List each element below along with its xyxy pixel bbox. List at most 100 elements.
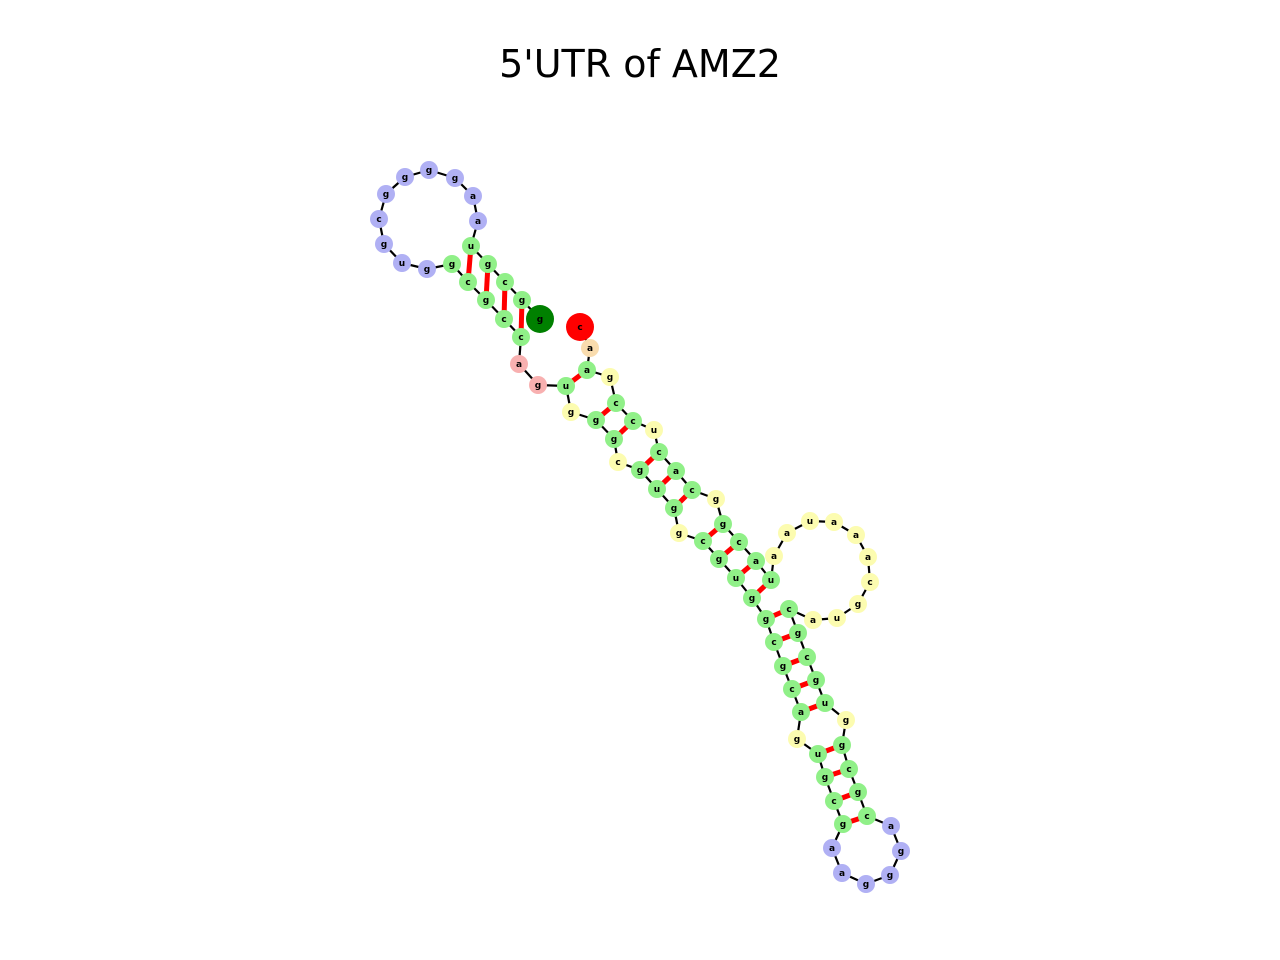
nucleotide-label: c: [577, 323, 582, 333]
nucleotide-stem: [727, 569, 745, 587]
nucleotide-label: g: [720, 520, 726, 530]
nucleotide-stem: [667, 462, 685, 480]
nucleotide-label: a: [839, 869, 845, 879]
nucleotide-stem: [605, 430, 623, 448]
nucleotide-stem: [479, 255, 497, 273]
nucleotide-label: g: [898, 847, 904, 857]
nucleotide-label: g: [763, 615, 769, 625]
nucleotide-stem: [765, 633, 783, 651]
nucleotide-label: a: [831, 518, 837, 528]
nucleotide-label: c: [689, 486, 694, 496]
nucleotide-label: a: [771, 552, 777, 562]
nucleotide-internal-or-multi-loop: [859, 548, 877, 566]
nucleotide-hairpin-loop: [464, 187, 482, 205]
nucleotide-label: c: [501, 315, 506, 325]
nucleotide-label: g: [383, 190, 389, 200]
nucleotide-internal-or-multi-loop: [765, 547, 783, 565]
nucleotide-label: c: [771, 638, 776, 648]
nucleotide-label: g: [452, 174, 458, 184]
nucleotide-label: g: [855, 600, 861, 610]
nucleotide-internal-or-multi-loop: [670, 524, 688, 542]
nucleotide-hairpin-loop: [375, 235, 393, 253]
nucleotide-label: c: [864, 812, 869, 822]
nucleotide-label: g: [611, 435, 617, 445]
nucleotide-stem: [624, 412, 642, 430]
nucleotide-label: g: [855, 788, 861, 798]
nucleotide-stem: [747, 552, 765, 570]
nucleotide-stem: [683, 481, 701, 499]
nucleotide-internal-or-multi-loop: [801, 512, 819, 530]
nucleotide-stem: [513, 291, 531, 309]
nucleotide-stem: [648, 480, 666, 498]
nucleotide-label: c: [518, 333, 523, 343]
nucleotide-stem: [477, 291, 495, 309]
nucleotide-label: g: [863, 880, 869, 890]
nucleotide-unpaired-5prime: [529, 376, 547, 394]
nucleotide-hairpin-loop: [370, 210, 388, 228]
nucleotide-stem: [557, 377, 575, 395]
nucleotide-stem: [694, 532, 712, 550]
nucleotide-label: u: [834, 614, 840, 624]
nucleotide-label: c: [502, 278, 507, 288]
page-title: 5'UTR of AMZ2: [499, 42, 781, 86]
nucleotide-label: c: [736, 538, 741, 548]
nucleotide-stem: [792, 703, 810, 721]
nucleotide-stem: [607, 394, 625, 412]
nucleotide-label: u: [468, 242, 474, 252]
nucleotide-internal-or-multi-loop: [609, 453, 627, 471]
nucleotide-label: g: [887, 871, 893, 881]
nucleotide-label: a: [470, 192, 476, 202]
nucleotide-label: g: [840, 820, 846, 830]
nucleotide-stem: [809, 745, 827, 763]
nucleotide-hairpin-loop: [823, 839, 841, 857]
nucleotide-label: g: [537, 315, 543, 325]
nucleotide-internal-or-multi-loop: [861, 573, 879, 591]
nucleotide-label: c: [786, 605, 791, 615]
nucleotide-label: u: [822, 699, 828, 709]
nucleotide-hairpin-loop: [446, 169, 464, 187]
nucleotide-hairpin-loop: [469, 212, 487, 230]
nucleotide-label: u: [815, 750, 821, 760]
nucleotide-label: g: [637, 466, 643, 476]
nucleotide-label: c: [613, 399, 618, 409]
nucleotide-stem: [496, 273, 514, 291]
nucleotide-label: u: [399, 259, 405, 269]
nucleotide-internal-or-multi-loop: [849, 595, 867, 613]
nucleotide-label: u: [651, 426, 657, 436]
nucleotide-stem: [798, 648, 816, 666]
nucleotide-stem: [858, 807, 876, 825]
nucleotide-label: a: [784, 529, 790, 539]
nucleotide-stem: [780, 600, 798, 618]
nucleotide-label: a: [584, 366, 590, 376]
nucleotide-label: g: [794, 735, 800, 745]
nucleotide-internal-or-multi-loop: [804, 611, 822, 629]
nucleotide-stem: [495, 310, 513, 328]
nucleotide-label: g: [483, 296, 489, 306]
nucleotide-stem: [443, 255, 461, 273]
nucleotide-stem: [762, 571, 780, 589]
nucleotide-stem: [783, 680, 801, 698]
nucleotide-stem: [665, 499, 683, 517]
nucleotide-label: a: [829, 844, 835, 854]
nucleotide-hairpin-loop: [377, 185, 395, 203]
nucleotide-label: g: [535, 381, 541, 391]
nucleotide-label: c: [615, 458, 620, 468]
nucleotide-label: a: [753, 557, 759, 567]
nucleotide-label: c: [656, 448, 661, 458]
nucleotide-label: g: [424, 265, 430, 275]
nucleotide-hairpin-loop: [882, 817, 900, 835]
nucleotide-internal-or-multi-loop: [645, 421, 663, 439]
nucleotide-stem: [816, 694, 834, 712]
nucleotide-label: g: [449, 260, 455, 270]
nucleotide-label: a: [810, 616, 816, 626]
nucleotide-stem: [849, 783, 867, 801]
nucleotide-label: g: [676, 529, 682, 539]
nucleotide-label: g: [671, 504, 677, 514]
nucleotide-stem: [757, 610, 775, 628]
nucleotide-label: g: [381, 240, 387, 250]
nucleotide-label: a: [587, 344, 593, 354]
nucleotide-stem: [825, 792, 843, 810]
nucleotide-unpaired-3prime: [581, 339, 599, 357]
nucleotide-stem: [714, 515, 732, 533]
